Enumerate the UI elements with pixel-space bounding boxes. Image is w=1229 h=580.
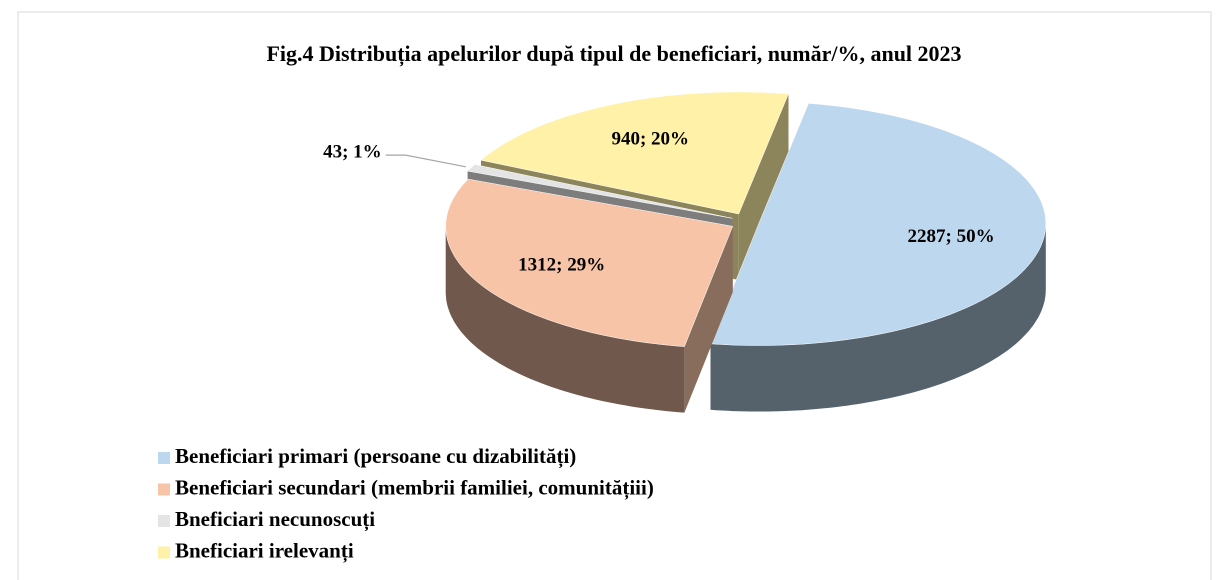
slice [445,178,734,413]
chart-title: Fig.4 Distribuția apelurilor după tipul … [266,41,961,67]
legend-label: Beneficiari primari (persoane cu dizabil… [175,444,576,469]
slice-wall [445,226,685,413]
slice [710,103,1047,412]
legend-label: Bneficiari necunoscuți [175,507,375,532]
slice-top [480,91,789,215]
legend-swatch [158,452,170,464]
slice-top [445,178,734,347]
data-label: 43; 1% [323,141,382,162]
legend-swatch [158,515,170,527]
data-label: 1312; 29% [518,255,605,276]
data-label: 2287; 50% [908,226,995,247]
slice-top [710,103,1047,346]
legend-label: Bneficiari irelevanți [175,538,354,563]
leader-line [385,154,466,168]
legend-swatch [158,546,170,559]
slice-wall [710,223,1046,412]
slice-top [467,164,733,219]
chart-frame [17,11,1212,580]
data-label: 940; 20% [611,128,689,149]
legend-label: Beneficiari secundari (membrii familiei,… [175,475,654,500]
slice-side [738,93,789,280]
legend-swatch [158,483,170,496]
